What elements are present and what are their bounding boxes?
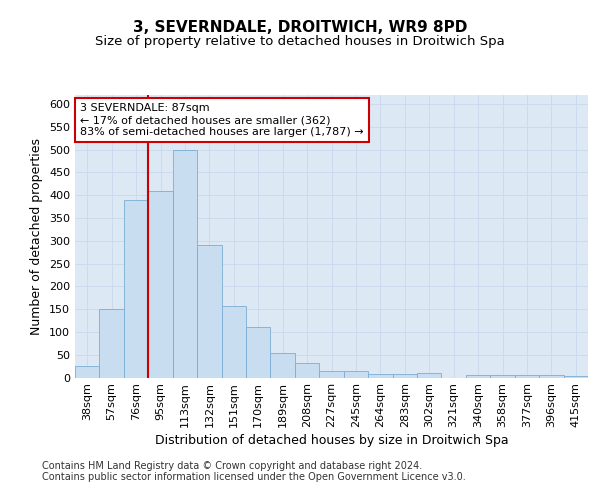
Bar xyxy=(100,309,124,378)
Text: Size of property relative to detached houses in Droitwich Spa: Size of property relative to detached ho… xyxy=(95,34,505,48)
Bar xyxy=(344,371,368,378)
Y-axis label: Number of detached properties: Number of detached properties xyxy=(31,138,43,335)
Text: 3 SEVERNDALE: 87sqm
← 17% of detached houses are smaller (362)
83% of semi-detac: 3 SEVERNDALE: 87sqm ← 17% of detached ho… xyxy=(80,104,364,136)
Bar xyxy=(392,374,417,378)
Bar xyxy=(148,190,173,378)
Text: 3, SEVERNDALE, DROITWICH, WR9 8PD: 3, SEVERNDALE, DROITWICH, WR9 8PD xyxy=(133,20,467,35)
Bar xyxy=(490,375,515,378)
Bar xyxy=(173,150,197,378)
Bar xyxy=(368,374,392,378)
Bar xyxy=(295,363,319,378)
Bar xyxy=(539,375,563,378)
Bar xyxy=(124,200,148,378)
Bar xyxy=(417,374,442,378)
X-axis label: Distribution of detached houses by size in Droitwich Spa: Distribution of detached houses by size … xyxy=(155,434,508,448)
Bar xyxy=(75,366,100,378)
Bar xyxy=(221,306,246,378)
Bar xyxy=(271,353,295,378)
Bar xyxy=(319,370,344,378)
Bar xyxy=(515,375,539,378)
Bar xyxy=(197,246,221,378)
Bar xyxy=(466,375,490,378)
Bar xyxy=(246,328,271,378)
Bar xyxy=(563,376,588,378)
Text: Contains HM Land Registry data © Crown copyright and database right 2024.
Contai: Contains HM Land Registry data © Crown c… xyxy=(42,461,466,482)
